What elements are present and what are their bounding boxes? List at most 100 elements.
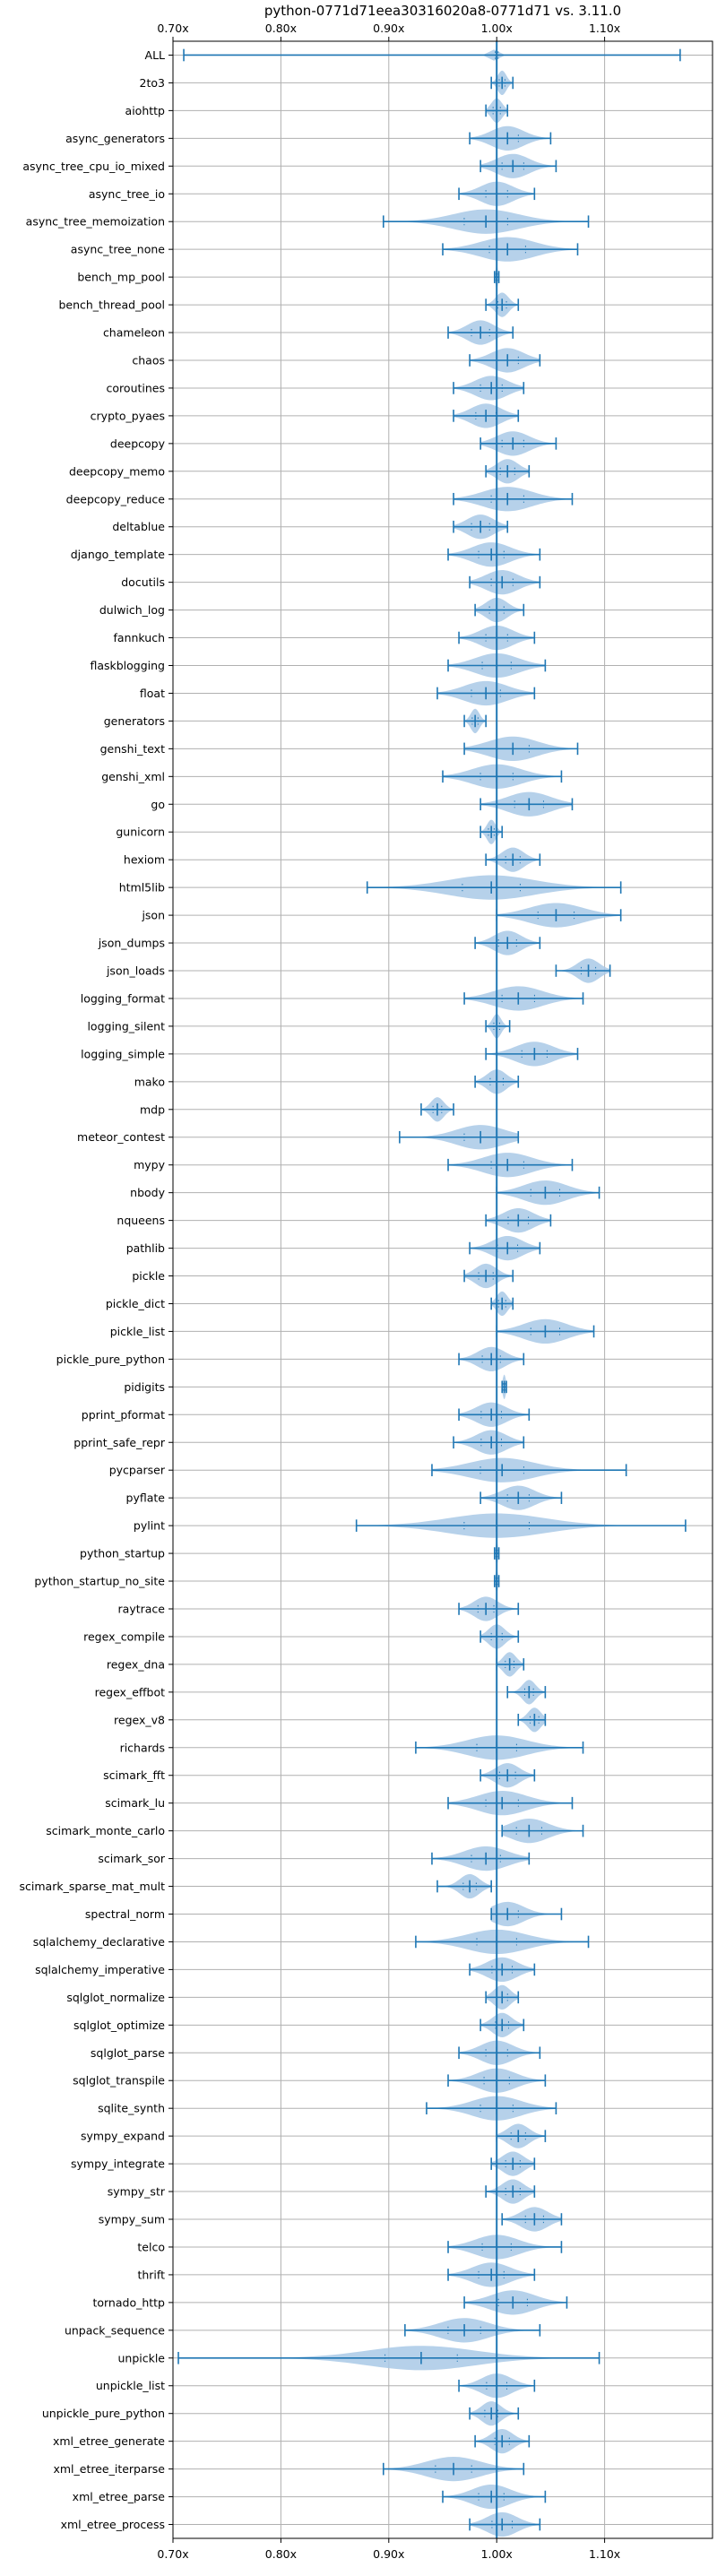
benchmark-label: pprint_safe_repr: [73, 1436, 166, 1449]
benchmark-label: spectral_norm: [85, 1907, 165, 1921]
benchmark-label: coroutines: [107, 381, 165, 394]
x-tick-label-top: 0.90x: [373, 22, 404, 35]
benchmark-label: pickle_dict: [106, 1297, 165, 1310]
benchmark-label: genshi_xml: [101, 770, 165, 783]
benchmark-label: python_startup_no_site: [34, 1575, 165, 1588]
benchmark-label: unpickle: [117, 2351, 165, 2364]
benchmark-label: hexiom: [124, 853, 165, 867]
benchmark-label: genshi_text: [100, 742, 165, 756]
benchmark-label: thrift: [137, 2268, 165, 2281]
benchmark-label: meteor_contest: [77, 1130, 165, 1144]
label-layer: 0.70x 0.70x 0.80x 0.80x 0.90x 0.90x 1.00x 1.00x…: [20, 22, 621, 2561]
benchmark-label: generators: [104, 714, 165, 728]
benchmark-label: chaos: [132, 353, 165, 367]
benchmark-label: sqlglot_parse: [91, 2046, 165, 2060]
x-tick-label-top: 0.80x: [265, 22, 297, 35]
benchmark-label: 2to3: [140, 76, 165, 90]
x-tick-label-top: 0.70x: [157, 22, 188, 35]
benchmark-label: pidigits: [124, 1380, 165, 1394]
benchmark-label: pickle_pure_python: [56, 1353, 165, 1366]
benchmark-label: pickle_list: [110, 1325, 165, 1338]
benchmark-label: sqlalchemy_imperative: [35, 1963, 165, 1976]
chart-title: python-0771d71eea30316020a8-0771d71 vs. …: [264, 3, 621, 19]
benchmark-label: logging_silent: [87, 1019, 165, 1033]
benchmark-label: unpickle_pure_python: [42, 2407, 165, 2420]
benchmark-label: pycparser: [109, 1464, 166, 1477]
benchmark-label: dulwich_log: [99, 603, 165, 617]
benchmark-label: docutils: [121, 575, 165, 589]
benchmark-label: crypto_pyaes: [91, 409, 165, 422]
x-tick-label-bottom: 1.00x: [481, 2547, 513, 2561]
benchmark-label: raytrace: [118, 1602, 166, 1615]
benchmark-label: scimark_fft: [103, 1768, 165, 1782]
x-tick-label-bottom: 0.70x: [157, 2547, 188, 2561]
benchmark-label: sqlglot_optimize: [73, 2018, 165, 2032]
benchmark-label: mypy: [134, 1158, 166, 1171]
benchmark-label: async_tree_none: [71, 243, 166, 256]
benchmark-label: fannkuch: [114, 631, 165, 644]
benchmark-label: aiohttp: [125, 104, 166, 117]
frame-layer: [168, 37, 713, 2543]
benchmark-label: async_tree_cpu_io_mixed: [22, 160, 165, 173]
benchmark-label: sympy_str: [108, 2185, 166, 2199]
benchmark-label: flaskblogging: [90, 659, 165, 672]
benchmark-label: deepcopy_memo: [69, 464, 165, 478]
benchmark-label: json: [141, 909, 165, 922]
benchmark-label: chameleon: [103, 326, 165, 340]
benchmark-label: sympy_integrate: [71, 2157, 165, 2171]
benchmark-label: deepcopy: [110, 437, 166, 450]
benchmark-label: regex_compile: [83, 1629, 165, 1643]
benchmark-label: html5lib: [119, 881, 165, 895]
benchmark-label: sqlite_synth: [98, 2102, 165, 2115]
benchmark-label: pickle: [132, 1269, 165, 1283]
benchmark-label: json_loads: [106, 964, 165, 978]
benchmark-label: pyflate: [126, 1491, 166, 1505]
benchmark-label: gunicorn: [116, 826, 165, 839]
benchmark-label: logging_format: [81, 991, 165, 1005]
benchmark-label: pathlib: [126, 1241, 165, 1255]
benchmark-label: bench_mp_pool: [77, 271, 165, 284]
violin-layer: [177, 41, 687, 2538]
x-tick-label-top: 1.00x: [481, 22, 513, 35]
benchmark-label: scimark_lu: [105, 1796, 165, 1810]
benchmark-label: python_startup: [80, 1547, 165, 1560]
benchmark-label: scimark_monte_carlo: [46, 1824, 165, 1837]
benchmark-label: mako: [134, 1075, 165, 1088]
benchmark-label: sqlglot_transpile: [73, 2074, 165, 2088]
benchmark-label: float: [140, 687, 165, 700]
x-tick-label-top: 1.10x: [589, 22, 620, 35]
x-tick-label-bottom: 1.10x: [589, 2547, 620, 2561]
plot-frame: [172, 40, 713, 2539]
benchmark-label: scimark_sor: [98, 1852, 165, 1865]
benchmark-label: deltablue: [112, 520, 165, 533]
benchmark-label: django_template: [71, 548, 166, 561]
benchmark-label: json_dumps: [98, 937, 165, 950]
benchmark-label: xml_etree_generate: [53, 2434, 165, 2448]
benchmark-label: xml_etree_process: [61, 2518, 165, 2531]
benchmark-label: sqlglot_normalize: [66, 1991, 165, 2004]
x-tick-label-bottom: 0.80x: [265, 2547, 297, 2561]
benchmark-label: unpickle_list: [96, 2379, 165, 2392]
benchmark-label: async_tree_memoization: [26, 215, 165, 229]
benchmark-label: richards: [120, 1741, 165, 1754]
grid-layer: [172, 41, 713, 2538]
benchmark-label: async_generators: [65, 132, 165, 145]
benchmark-label: sqlalchemy_declarative: [33, 1935, 166, 1949]
benchmark-label: go: [151, 798, 165, 811]
benchmark-label: xml_etree_iterparse: [53, 2462, 165, 2476]
benchmark-label: regex_effbot: [95, 1685, 165, 1699]
benchmark-label: sympy_expand: [81, 2130, 165, 2143]
benchmark-label: pprint_pformat: [82, 1408, 165, 1422]
benchmark-label: pylint: [134, 1519, 165, 1533]
benchmark-label: unpack_sequence: [65, 2323, 165, 2337]
benchmark-label: bench_thread_pool: [58, 298, 165, 312]
benchmark-label: nqueens: [117, 1214, 165, 1227]
benchmark-label: mdp: [140, 1102, 165, 1116]
benchmark-label: telco: [137, 2240, 165, 2253]
benchmark-label: ALL: [145, 48, 166, 62]
benchmark-label: xml_etree_parse: [73, 2490, 166, 2503]
x-tick-label-bottom: 0.90x: [373, 2547, 404, 2561]
benchmark-label: scimark_sparse_mat_mult: [20, 1880, 166, 1893]
